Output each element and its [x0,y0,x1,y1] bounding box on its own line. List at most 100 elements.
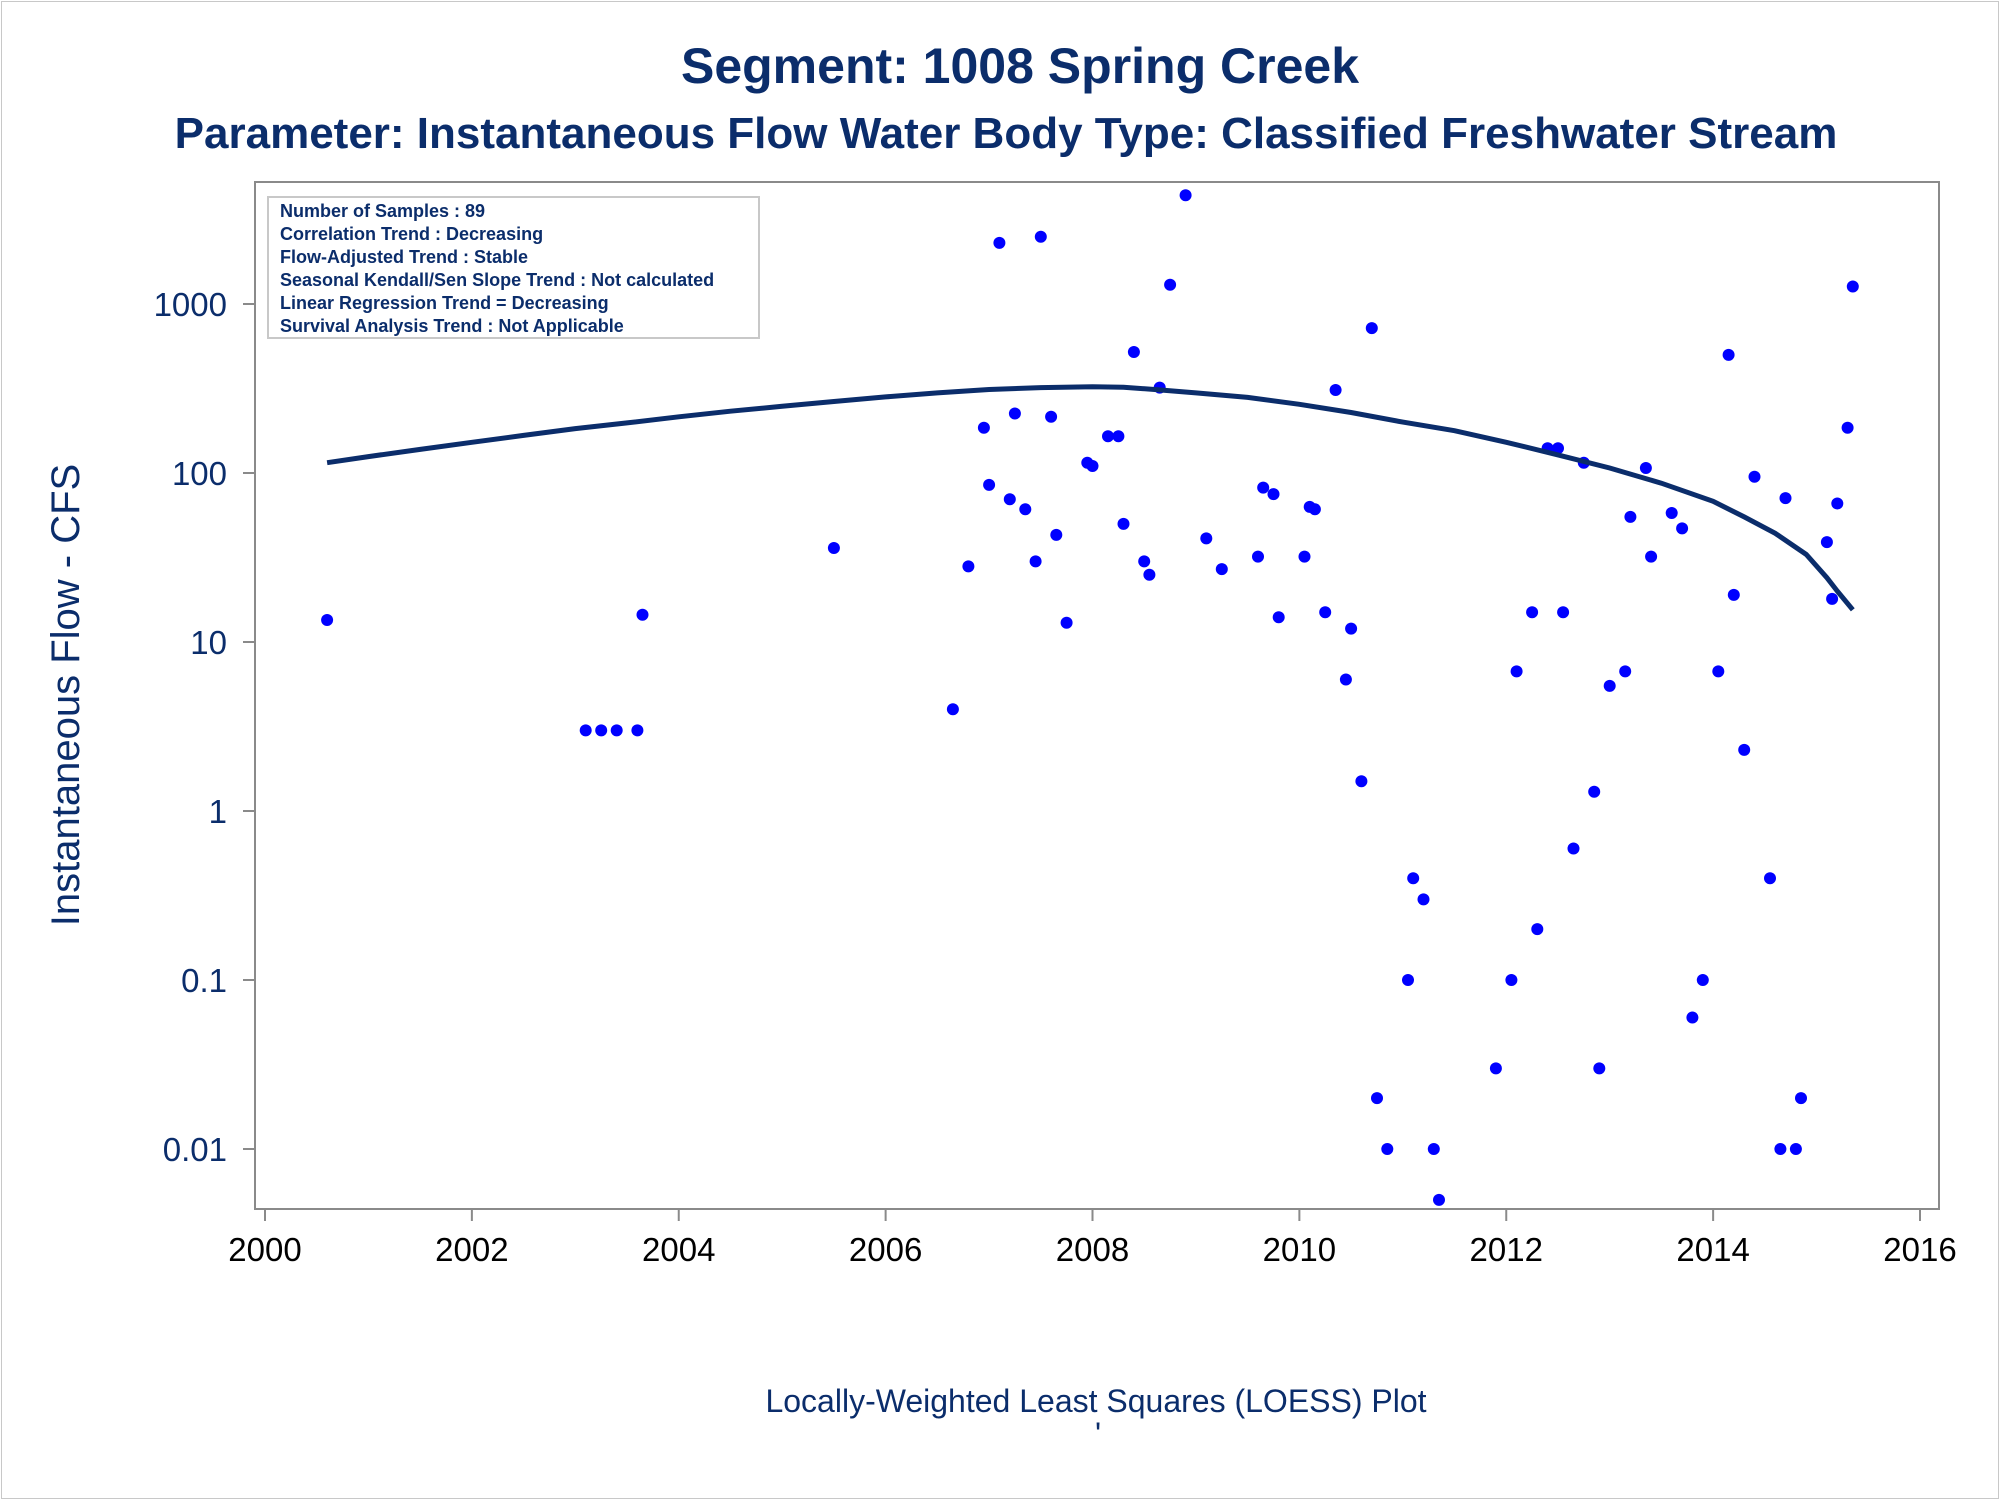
chart-subtitle: Parameter: Instantaneous Flow Water Body… [175,109,1838,158]
data-point [1257,481,1270,494]
data-point [1029,555,1042,568]
annotation-line: Survival Analysis Trend : Not Applicable [280,316,624,336]
data-point [1510,665,1523,678]
data-point [1764,872,1776,885]
data-point [1639,462,1652,474]
data-point [1619,665,1632,678]
data-point [1086,460,1099,472]
data-point [962,560,975,573]
data-point [1045,410,1058,423]
data-point [1686,1011,1699,1024]
annotation-box-border [267,196,760,339]
data-point [1489,1062,1502,1075]
data-point [1407,872,1420,885]
data-point [1272,611,1285,624]
data-point [1112,430,1125,443]
data-point [1789,1143,1802,1155]
data-point [1371,1092,1383,1105]
data-point [1365,322,1378,335]
data-point [946,703,959,716]
data-point [827,542,840,554]
data-point [1727,588,1740,601]
data-point [1329,384,1342,396]
data-point [1826,592,1839,605]
data-point [1593,1062,1606,1075]
data-point [1143,568,1156,581]
data-point [1102,430,1114,443]
data-point [1034,230,1047,243]
data-point [1552,442,1564,455]
data-point [1696,974,1709,986]
data-point [1381,1143,1394,1155]
data-point [993,236,1006,249]
data-point [1427,1143,1440,1155]
data-point [1433,1193,1445,1206]
data-point [1308,503,1321,516]
x-tick-label: 2012 [1470,1231,1543,1268]
x-tick-label: 2016 [1883,1231,1956,1268]
data-point [1164,278,1177,291]
annotation-line: Seasonal Kendall/Sen Slope Trend : Not c… [280,270,714,290]
annotation-box: Number of Samples : 89 Correlation Trend … [267,196,760,339]
x-tick-label: 2006 [849,1231,922,1268]
x-tick-label: 2000 [228,1231,301,1268]
data-point [1841,421,1854,434]
y-tick-label: 10 [190,624,227,661]
y-tick-label: 1 [209,793,227,830]
data-point [1831,497,1844,510]
y-tick-label: 1000 [154,286,227,323]
data-point [1215,563,1228,576]
x-tick-label: 2002 [435,1231,508,1268]
data-point [595,724,608,737]
data-point [1531,923,1544,936]
data-point [1339,673,1352,686]
data-point [1779,492,1792,505]
data-point [1319,606,1332,619]
data-point [1624,510,1637,523]
y-tick-label: 100 [172,455,227,492]
data-points [321,189,1859,1206]
data-point [1588,785,1601,798]
data-point [1355,775,1368,788]
data-point [636,608,649,621]
data-point [631,724,644,737]
annotation-line: Linear Regression Trend = Decreasing [280,293,609,313]
data-point [1019,503,1032,516]
x-axis: 2000 2002 2004 2006 2008 2010 2012 2014 2016 [228,1209,1957,1268]
chart-title: Segment: 1008 Spring Creek [681,38,1359,94]
y-tick-label: 0.01 [163,1131,227,1168]
data-point [1645,550,1658,563]
x-tick-label: 2008 [1056,1231,1129,1268]
data-point [610,724,623,737]
data-point [1402,974,1414,986]
data-point [1200,532,1213,545]
data-point [1003,493,1016,506]
data-point [1267,488,1280,501]
data-point [1795,1092,1807,1105]
loess-curve [326,384,1855,612]
data-point [1060,616,1073,629]
data-point [1127,346,1140,358]
data-point [1820,536,1833,549]
annotation-line: Correlation Trend : Decreasing [280,224,543,244]
annotation-line: Number of Samples : 89 [280,201,485,221]
data-point [1345,622,1358,635]
data-point [1298,550,1311,563]
y-tick-label: 0.1 [181,962,227,999]
data-point [1050,528,1063,541]
y-axis-label: Instantaneous Flow - CFS [44,464,88,926]
plot-area [254,181,1940,1210]
data-point [1676,522,1689,535]
data-point [1417,893,1430,906]
data-point [1505,974,1518,986]
data-point [1712,665,1725,678]
data-point [1567,842,1580,855]
x-tick-label: 2014 [1676,1231,1749,1268]
x-tick-label: 2010 [1263,1231,1336,1268]
data-point [983,478,996,491]
x-tick-label: 2004 [642,1231,715,1268]
data-point [1722,348,1735,361]
data-point [1138,555,1151,568]
data-point [1603,679,1616,692]
